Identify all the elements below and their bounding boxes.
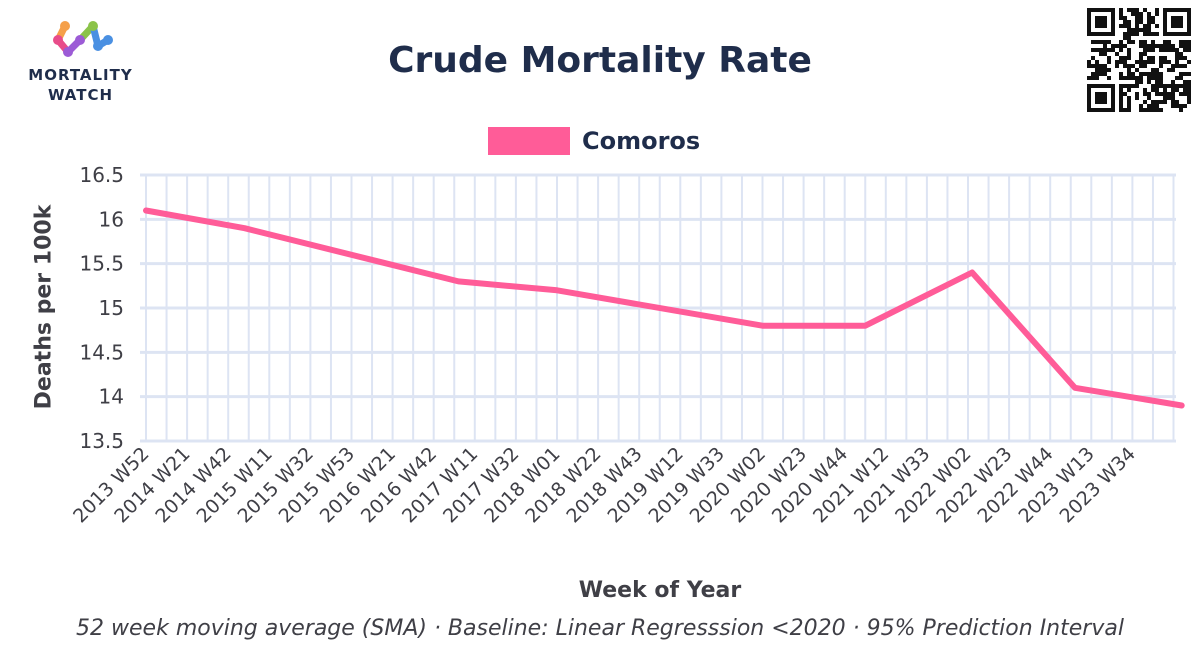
logo-molecule-icon <box>53 21 113 57</box>
legend-swatch-comoros <box>488 127 570 155</box>
y-tick-label: 16 <box>99 207 124 231</box>
y-tick-label: 14 <box>99 385 124 409</box>
chart-legend[interactable]: Comoros <box>488 124 700 158</box>
mortality-watch-logo: MORTALITY WATCH <box>18 18 143 110</box>
series-line-comoros <box>143 207 1185 409</box>
legend-label-comoros: Comoros <box>582 127 701 155</box>
x-axis-title: Week of Year <box>578 578 742 603</box>
y-tick-label: 14.5 <box>79 340 124 364</box>
logo-text-line1: MORTALITY <box>28 66 133 84</box>
y-axis-title: Deaths per 100k <box>31 204 57 410</box>
y-tick-label: 13.5 <box>79 429 124 453</box>
y-tick-label: 15.5 <box>79 252 124 276</box>
logo-text-line2: WATCH <box>47 86 114 104</box>
chart-caption: 52 week moving average (SMA) · Baseline:… <box>76 616 1124 641</box>
y-tick-label: 16.5 <box>79 163 124 187</box>
qr-code-icon <box>1087 8 1191 112</box>
chart-title: Crude Mortality Rate <box>388 40 812 81</box>
y-tick-label: 15 <box>99 296 124 320</box>
